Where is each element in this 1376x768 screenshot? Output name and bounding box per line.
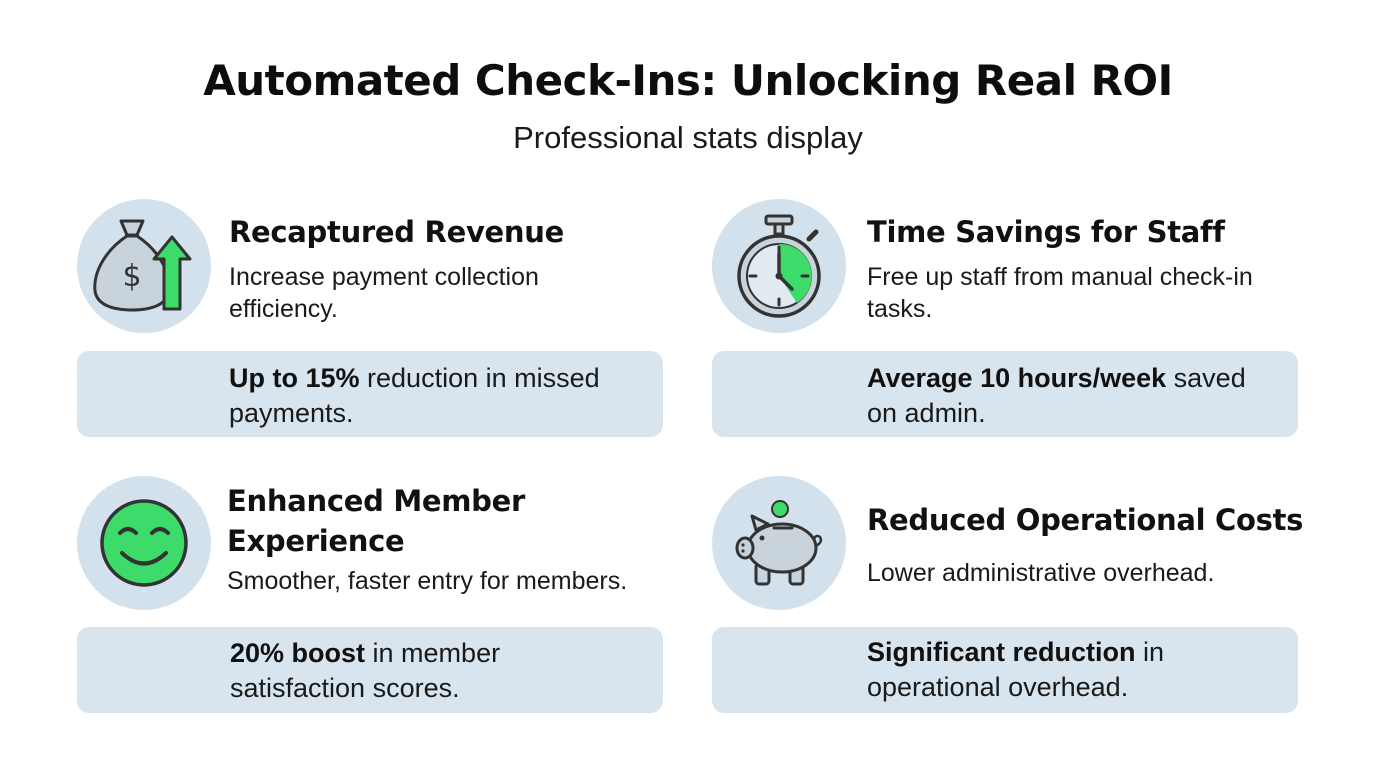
svg-text:$: $	[122, 259, 141, 294]
stat-text: 20% boost in member satisfaction scores.	[230, 636, 580, 706]
money-bag-arrow-up-icon: $	[77, 199, 211, 333]
stat-rest: saved on admin.	[867, 363, 1246, 428]
card-description: Free up staff from manual check-in tasks…	[867, 263, 1253, 323]
stopwatch-icon	[712, 199, 846, 333]
card-description: Lower administrative overhead.	[867, 559, 1215, 587]
card-description: Increase payment collection efficiency.	[229, 263, 539, 323]
stat-rest: in member satisfaction scores.	[230, 638, 501, 703]
card-title: Recaptured Revenue	[229, 215, 564, 249]
stat-text: Up to 15% reduction in missed payments.	[229, 361, 649, 431]
page-subtitle: Professional stats display	[513, 120, 863, 155]
stat-box	[77, 351, 663, 437]
stat-highlight: 20% boost	[230, 638, 366, 668]
stat-highlight: Significant reduction	[867, 637, 1136, 667]
stat-rest: reduction in missed payments.	[229, 363, 600, 428]
stat-highlight: Up to 15%	[229, 363, 360, 393]
stat-text: Average 10 hours/week saved on admin.	[867, 361, 1277, 431]
stat-box	[712, 627, 1298, 713]
stat-box	[712, 351, 1298, 437]
card-title: Time Savings for Staff	[867, 215, 1225, 249]
stat-highlight: Average 10 hours/week	[867, 363, 1167, 393]
card-title: Reduced Operational Costs	[867, 503, 1304, 537]
piggy-bank-icon	[712, 476, 846, 610]
page-title: Automated Check-Ins: Unlocking Real ROI	[203, 56, 1173, 105]
card-title: Enhanced Member Experience	[227, 484, 526, 558]
card-description: Smoother, faster entry for members.	[227, 567, 628, 595]
stat-rest: in operational overhead.	[867, 637, 1165, 702]
smiley-face-icon	[77, 476, 211, 610]
stat-text: Significant reduction in operational ove…	[867, 635, 1267, 705]
stat-box	[77, 627, 663, 713]
